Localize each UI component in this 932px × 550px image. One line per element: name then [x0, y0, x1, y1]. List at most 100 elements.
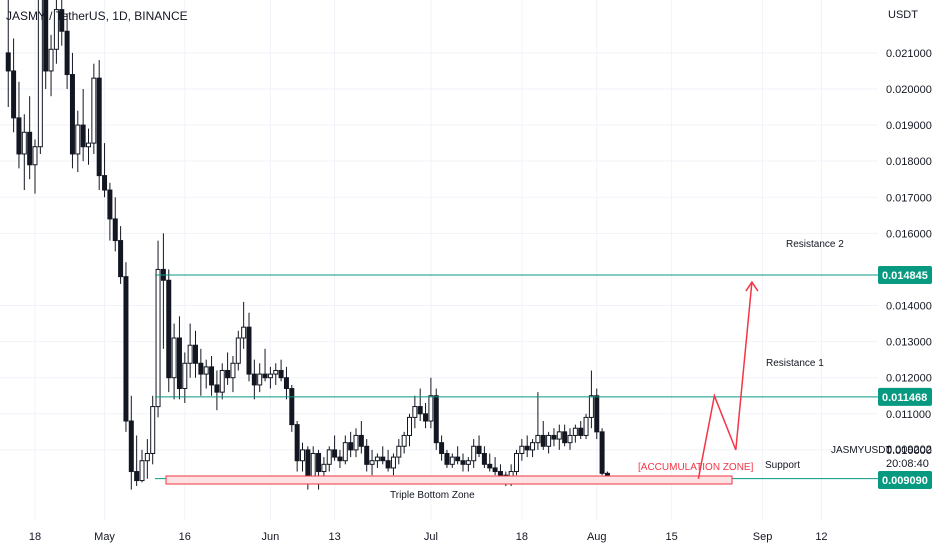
candle-8 — [48, 34, 54, 97]
candle-20 — [112, 197, 118, 252]
candle-12 — [69, 52, 75, 169]
candle-body — [364, 445, 370, 465]
candle-49 — [267, 366, 273, 389]
candle-33 — [182, 352, 188, 403]
candle-body — [300, 449, 305, 462]
candle-body — [246, 326, 252, 375]
candle-47 — [257, 363, 263, 393]
last-price-value: 0.009202 — [886, 444, 932, 456]
candle-body — [80, 124, 86, 148]
candle-body — [423, 413, 429, 422]
candle-body — [401, 434, 407, 447]
last-price-symbol: JASMYUSDT — [831, 445, 892, 456]
candle-101 — [546, 431, 552, 454]
candle-body — [262, 373, 268, 379]
candle-90 — [487, 453, 493, 472]
candle-41 — [225, 352, 231, 385]
candle-48 — [262, 348, 268, 382]
candle-73 — [396, 439, 402, 465]
candle-body — [465, 460, 471, 465]
candle-69 — [374, 453, 380, 468]
candle-5 — [32, 139, 38, 194]
price-tick-4: 0.017000 — [886, 192, 932, 204]
time-tick-6: 18 — [516, 531, 528, 543]
candle-74 — [401, 431, 407, 454]
candle-body — [412, 406, 418, 418]
candle-body — [5, 52, 11, 72]
candle-98 — [530, 439, 536, 458]
candle-body — [16, 117, 22, 155]
candle-72 — [390, 453, 396, 476]
candle-35 — [193, 330, 198, 378]
candle-65 — [353, 428, 359, 458]
candle-body — [572, 427, 578, 436]
candle-62 — [337, 449, 343, 468]
price-tick-5: 0.016000 — [886, 228, 932, 240]
candle-body — [358, 434, 364, 447]
candle-76 — [412, 395, 418, 429]
candle-body — [551, 434, 557, 440]
candle-body — [444, 452, 450, 465]
triple-bottom-zone-label: Triple Bottom Zone — [390, 490, 475, 501]
candlestick-series — [5, 0, 610, 490]
candle-45 — [246, 312, 252, 382]
candle-99 — [535, 392, 541, 450]
candle-53 — [289, 384, 295, 432]
candle-4 — [27, 96, 33, 180]
candle-60 — [326, 446, 332, 472]
candle-88 — [476, 435, 482, 458]
candle-75 — [407, 413, 412, 447]
candle-31 — [171, 323, 177, 400]
candle-body — [198, 362, 204, 375]
candle-body — [535, 434, 541, 444]
price-axis[interactable]: 0.021000 0.020000 0.019000 0.018000 0.017000… — [831, 0, 932, 550]
axis-level-text-0: 0.014845 — [882, 270, 928, 282]
candle-55 — [300, 442, 305, 472]
candle-body — [155, 268, 161, 408]
candle-body — [476, 445, 482, 454]
candle-body — [144, 452, 150, 462]
candle-body — [134, 471, 140, 482]
axis-level-text-1: 0.011468 — [882, 392, 927, 404]
time-axis[interactable]: 18 May 16 Jun 13 Jul 18 Aug 15 Sep 12 — [29, 531, 828, 543]
candle-body — [139, 460, 145, 482]
candle-18 — [102, 143, 108, 198]
candle-body — [225, 369, 231, 379]
zone-price-text: 0.009090 — [882, 475, 928, 487]
candle-body — [449, 456, 455, 465]
candle-6 — [37, 0, 43, 154]
candle-15 — [86, 128, 91, 165]
candle-body — [337, 456, 343, 462]
drawing-overlay: Triple Bottom Zone [ACCUMULATION ZONE] — [165, 280, 759, 501]
candle-body — [530, 442, 536, 451]
candle-body — [497, 471, 503, 476]
candle-71 — [385, 449, 391, 472]
candle-body — [150, 406, 156, 454]
candle-105 — [567, 428, 573, 450]
time-tick-7: Aug — [587, 531, 607, 543]
candle-body — [433, 395, 439, 444]
candle-body — [69, 74, 75, 155]
candle-81 — [439, 435, 445, 461]
level-label-0: Resistance 2 — [786, 239, 844, 250]
candle-body — [187, 344, 193, 364]
candle-13 — [75, 110, 81, 172]
candle-97 — [524, 435, 530, 458]
candle-body — [385, 460, 391, 469]
candle-body — [390, 456, 396, 469]
candle-body — [380, 456, 386, 462]
chart-title: JASMY / TetherUS, 1D, BINANCE — [6, 9, 188, 23]
candle-29 — [160, 233, 166, 349]
axis-level-tag-0 — [878, 266, 932, 285]
candle-102 — [551, 428, 557, 447]
candle-23 — [128, 395, 134, 490]
candle-7 — [43, 0, 49, 89]
projection-path — [697, 282, 753, 479]
time-tick-1: May — [94, 531, 115, 543]
price-tick-6: 0.014000 — [886, 301, 932, 313]
candle-104 — [562, 424, 568, 447]
accumulation-zone-label: [ACCUMULATION ZONE] — [638, 462, 754, 473]
candle-3 — [21, 114, 27, 191]
level-label-2: Support — [765, 460, 800, 471]
